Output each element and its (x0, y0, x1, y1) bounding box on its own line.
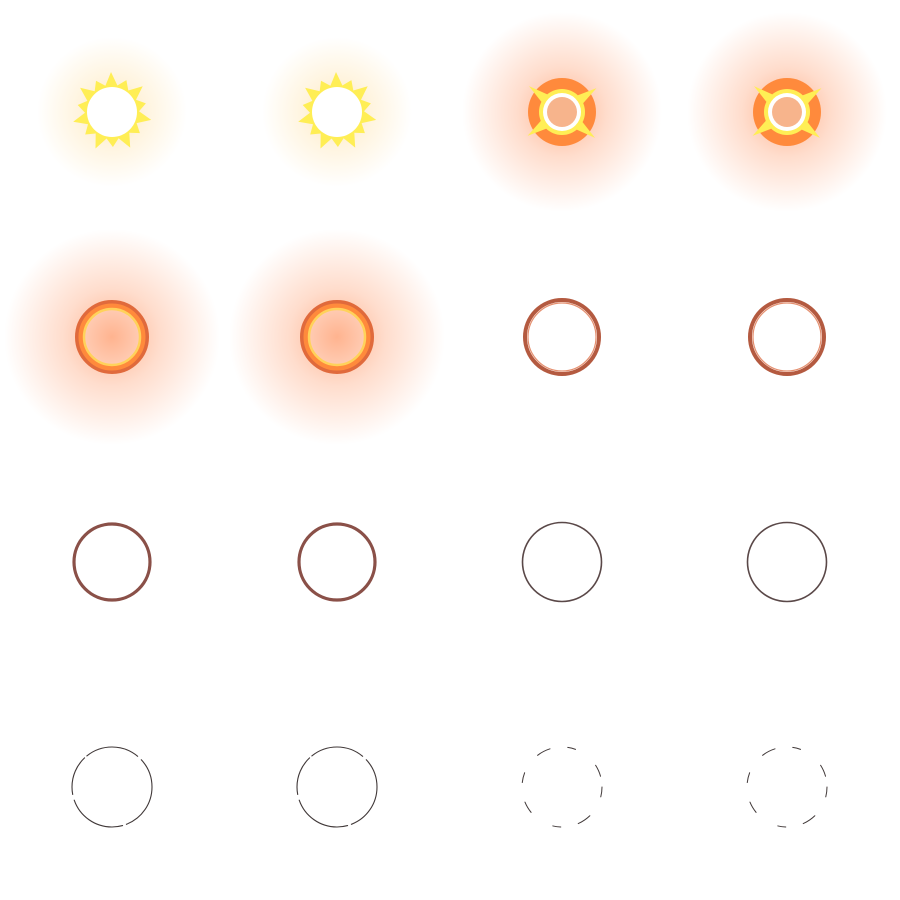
frame-sprite (523, 298, 601, 376)
frame-sprite (746, 521, 828, 603)
frame-13 (0, 675, 225, 900)
frame-02 (225, 0, 450, 225)
frame-sprite (521, 521, 603, 603)
frame-sprite (748, 298, 826, 376)
frame-08 (675, 225, 900, 450)
frame-sprite (687, 12, 887, 212)
frame-12 (675, 450, 900, 675)
frame-15 (450, 675, 675, 900)
shockwave-ring (296, 746, 378, 828)
frame-14 (225, 675, 450, 900)
frame-sprite (521, 746, 603, 828)
shockwave-ring-fragments (521, 746, 603, 828)
frame-sprite (746, 746, 828, 828)
frame-sprite (262, 37, 412, 187)
frame-sprite (229, 229, 445, 445)
shockwave-ring-fragments (746, 746, 828, 828)
frame-16 (675, 675, 900, 900)
frame-sprite (4, 229, 220, 445)
shockwave-ring (71, 746, 153, 828)
explosion-core (312, 87, 362, 137)
frame-11 (450, 450, 675, 675)
shockwave-ring-highlight (527, 302, 597, 372)
explosion-glow (229, 229, 445, 445)
shockwave-ring (72, 522, 152, 602)
shockwave-ring (748, 298, 826, 376)
shockwave-ring-inner (82, 307, 142, 367)
frame-04 (675, 0, 900, 225)
shockwave-ring-inner (307, 307, 367, 367)
shockwave-ring-highlight (752, 302, 822, 372)
frame-01 (0, 0, 225, 225)
frame-09 (0, 450, 225, 675)
frame-sprite (37, 37, 187, 187)
shockwave-ring (297, 522, 377, 602)
explosion-glow (4, 229, 220, 445)
frame-05 (0, 225, 225, 450)
shockwave-ring (78, 303, 146, 371)
explosion-core (772, 97, 802, 127)
frame-sprite (297, 522, 377, 602)
frame-06 (225, 225, 450, 450)
explosion-core (87, 87, 137, 137)
explosion-core (547, 97, 577, 127)
frame-sprite (462, 12, 662, 212)
shockwave-ring-outer (300, 300, 374, 374)
frame-07 (450, 225, 675, 450)
frame-sprite (71, 746, 153, 828)
frame-sprite (296, 746, 378, 828)
shockwave-ring (303, 303, 371, 371)
shockwave-ring (521, 521, 603, 603)
frame-03 (450, 0, 675, 225)
frame-10 (225, 450, 450, 675)
shockwave-ring-outer (75, 300, 149, 374)
shockwave-ring (523, 298, 601, 376)
shockwave-ring (746, 521, 828, 603)
frame-sprite (72, 522, 152, 602)
